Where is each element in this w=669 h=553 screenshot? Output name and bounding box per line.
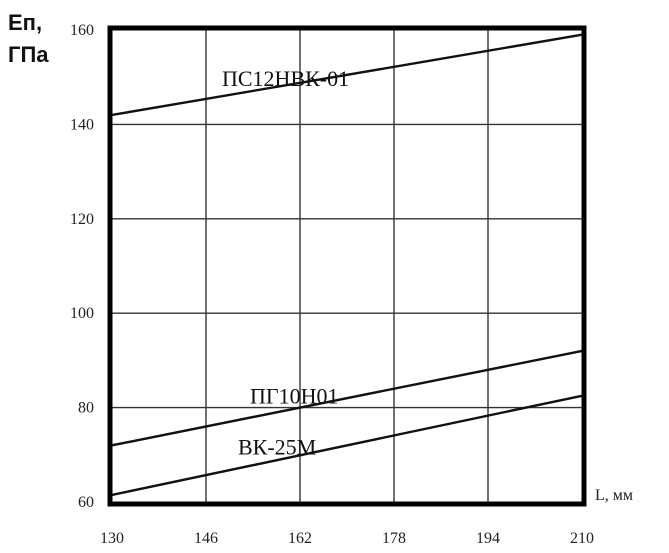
x-tick-label-178: 178 [382,530,406,547]
series-label-0: ПС12НВК-01 [222,66,349,91]
series-labels: ПС12НВК-01 ПГ10Н01 ВК-25М [222,66,349,459]
x-tick-label-210: 210 [570,530,594,547]
series-line-1 [111,349,583,447]
y-tick-label-100: 100 [70,305,94,322]
series-line-0 [111,33,583,117]
grid-lines [112,30,582,502]
x-tick-label-146: 146 [194,530,218,547]
series-label-2: ВК-25М [238,434,316,459]
x-tick-label-130: 130 [100,530,124,547]
plot-frame [107,25,587,507]
x-tick-label-194: 194 [476,530,500,547]
y-tick-label-140: 140 [70,116,94,133]
x-axis-label: L, мм [595,487,633,504]
x-tick-label-162: 162 [288,530,312,547]
series-label-1: ПГ10Н01 [250,384,339,409]
series-line-2 [111,394,583,497]
y-axis-label: Eп, [8,10,42,35]
y-tick-label-60: 60 [78,494,94,511]
y-axis-unit-label: ГПа [8,42,49,67]
y-tick-label-80: 80 [78,400,94,417]
y-tick-label-160: 160 [70,22,94,39]
tick-labels: 130 146 162 178 194 210 60 80 100 120 140 160 [70,22,594,547]
series-layer [111,33,583,497]
y-tick-label-120: 120 [70,211,94,228]
